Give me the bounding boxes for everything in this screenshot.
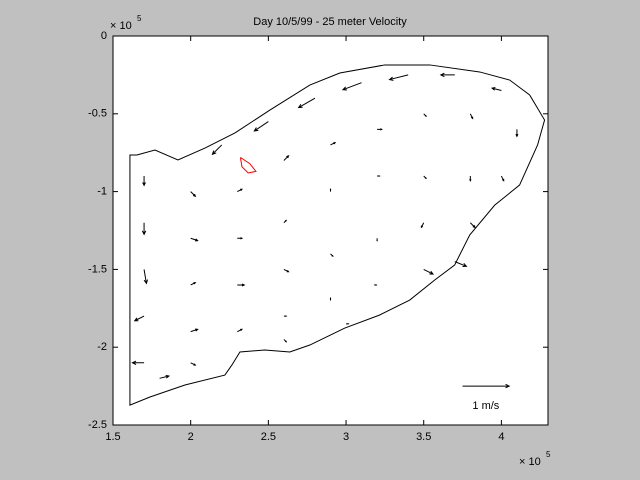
arrow — [500, 175, 505, 182]
arrow — [190, 282, 197, 286]
y-tick-label: -1 — [97, 186, 107, 198]
coastline — [129, 64, 546, 406]
arrow — [283, 154, 290, 161]
y-tick-label: -2.5 — [88, 419, 107, 431]
arrow — [423, 268, 435, 275]
arrow — [329, 297, 332, 301]
x-multiplier: × 10 — [519, 456, 541, 468]
arrow — [142, 176, 146, 187]
arrow — [373, 284, 378, 286]
arrow — [141, 222, 147, 236]
arrow — [253, 121, 269, 132]
arrow — [190, 237, 199, 242]
arrow — [283, 219, 288, 224]
contour-line — [239, 156, 257, 174]
arrow — [211, 144, 223, 156]
arrow — [330, 142, 337, 146]
arrow — [388, 74, 409, 81]
arrow — [237, 328, 243, 333]
arrow — [346, 323, 350, 325]
arrow — [131, 360, 145, 365]
arrow — [420, 222, 425, 229]
arrow — [469, 222, 476, 229]
arrow — [377, 175, 381, 177]
y-tick-label: -2 — [97, 341, 107, 353]
arrow — [515, 129, 519, 138]
arrow — [297, 97, 316, 109]
arrow — [330, 253, 334, 257]
arrow — [462, 383, 511, 389]
arrow — [341, 82, 362, 91]
arrow — [423, 175, 427, 180]
y-tick-label: -0.5 — [88, 108, 107, 120]
arrow — [376, 238, 378, 242]
arrow — [190, 191, 197, 198]
x-tick-label: 3.5 — [416, 431, 431, 443]
reference-label: 1 m/s — [472, 400, 499, 412]
arrow — [237, 283, 246, 287]
arrow — [490, 86, 502, 91]
arrow — [133, 315, 145, 322]
x-tick-label: 2.5 — [261, 431, 276, 443]
arrow — [143, 269, 149, 285]
x-tick-label: 1.5 — [105, 431, 120, 443]
arrow — [283, 315, 288, 317]
arrow — [469, 176, 472, 182]
plot-area — [112, 35, 549, 426]
arrow — [283, 339, 288, 343]
arrow — [159, 374, 171, 379]
arrow — [329, 188, 332, 192]
arrow — [237, 237, 244, 240]
chart-title: Day 10/5/99 - 25 meter Velocity — [253, 16, 407, 28]
y-tick-label: 0 — [101, 30, 107, 42]
arrow — [439, 72, 455, 78]
arrow — [377, 128, 383, 131]
x-tick-label: 4 — [498, 431, 504, 443]
arrow — [423, 113, 427, 117]
y-tick-label: -1.5 — [88, 263, 107, 275]
arrow — [469, 113, 474, 120]
x-tick-label: 3 — [343, 431, 349, 443]
arrow — [283, 268, 290, 273]
arrow — [190, 328, 199, 333]
arrow — [454, 261, 468, 268]
y-multiplier: × 10 — [110, 20, 132, 32]
arrow — [237, 188, 243, 193]
x-multiplier-exponent: 5 — [546, 450, 551, 459]
x-tick-label: 2 — [188, 431, 194, 443]
y-multiplier-exponent: 5 — [137, 14, 142, 23]
arrow — [190, 362, 197, 366]
